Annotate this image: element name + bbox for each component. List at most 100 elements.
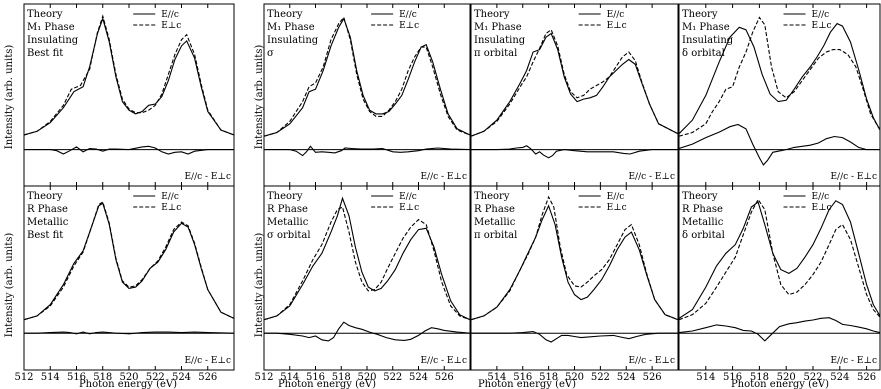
legend-label-perp: E⊥c (812, 203, 832, 213)
panel-label: Insulating (267, 35, 319, 46)
series-e-perp-c (679, 16, 880, 137)
legend-label-perp: E⊥c (607, 203, 627, 213)
legend-label-perp: E⊥c (399, 21, 419, 31)
xlabel-left: Photon energy (eV) (79, 379, 177, 389)
panel-label: Metallic (27, 217, 69, 228)
panel-label: σ (267, 48, 274, 59)
series-e-parallel-c (264, 196, 470, 321)
difference-label: E∕∕c - E⊥c (830, 356, 877, 366)
x-tick-label: 524 (830, 372, 849, 383)
x-tick-label: 520 (565, 372, 584, 383)
x-tick-label: 516 (67, 372, 86, 383)
x-tick-label: 514 (41, 372, 60, 383)
panel-label: Theory (27, 191, 63, 202)
panel-label: R Phase (474, 204, 515, 215)
panel-bottom-2: 514 516 518 520 522 524 526 Theory R Phase Metall… (470, 185, 679, 383)
difference-label: E∕∕c - E⊥c (184, 356, 231, 366)
series-e-perp-c (471, 195, 678, 321)
difference-label: E∕∕c - E⊥c (420, 356, 467, 366)
panel-label: Metallic (474, 217, 516, 228)
x-tick-label: 514 (696, 372, 715, 383)
difference-label: E∕∕c - E⊥c (184, 172, 231, 182)
panel-frame (678, 185, 881, 371)
x-tick-label: 516 (513, 372, 532, 383)
x-tick-label: 512 (14, 372, 33, 383)
panel-label: M₁ Phase (267, 22, 315, 33)
series-difference (471, 145, 678, 159)
series-e-perp-c (264, 16, 470, 137)
series-e-parallel-c (679, 22, 880, 135)
x-tick-label: 522 (383, 372, 402, 383)
xlabel-right1: Photon energy (eV) (478, 379, 576, 389)
panel-label: Theory (682, 191, 718, 202)
series-difference (24, 331, 234, 335)
series-difference (264, 321, 470, 342)
panel-top-1: Theory M₁ Phase Insulating σ E∕∕cE⊥c E∕∕c - E… (263, 3, 471, 187)
x-tick-label: 514 (487, 372, 506, 383)
xlabel-mid: Photon energy (eV) (278, 379, 376, 389)
x-tick-label: 522 (803, 372, 822, 383)
panel-label: R Phase (267, 204, 308, 215)
series-e-parallel-c (24, 16, 234, 136)
x-tick-label: 526 (435, 372, 454, 383)
x-tick-label: 518 (332, 372, 351, 383)
x-tick-label: 518 (750, 372, 769, 383)
legend-label-parallel: E∕∕c (161, 192, 179, 202)
panel-label: π orbital (474, 48, 517, 59)
series-e-parallel-c (679, 200, 880, 319)
series-difference (264, 145, 470, 157)
legend-label-perp: E⊥c (161, 21, 181, 31)
panel-top-2: Theory M₁ Phase Insulating π orbital E∕∕cE⊥c… (470, 3, 679, 187)
x-tick-label: 520 (777, 372, 796, 383)
panel-label: Theory (267, 191, 303, 202)
panel-label: M₁ Phase (682, 22, 730, 33)
x-tick-label: 524 (172, 372, 191, 383)
panel-label: R Phase (682, 204, 723, 215)
series-e-perp-c (679, 198, 880, 321)
x-tick-label: 526 (198, 372, 217, 383)
x-tick-label: 522 (146, 372, 165, 383)
difference-label: E∕∕c - E⊥c (420, 172, 467, 182)
difference-label: E∕∕c - E⊥c (628, 172, 675, 182)
x-tick-label: 520 (119, 372, 138, 383)
ylabel-left: Intensity (arb. units) (4, 45, 15, 150)
series-difference (679, 123, 880, 166)
panel-label: Insulating (682, 35, 734, 46)
legend-label-parallel: E∕∕c (161, 10, 179, 20)
legend-label-perp: E⊥c (161, 203, 181, 213)
xlabel-right2: Photon energy (eV) (731, 379, 829, 389)
panel-label: M₁ Phase (27, 22, 75, 33)
panel-label: Best fit (27, 48, 63, 59)
series-e-parallel-c (264, 17, 470, 137)
panel-label: R Phase (27, 204, 68, 215)
panel-label: δ orbital (682, 230, 725, 241)
series-e-perp-c (24, 201, 234, 321)
x-tick-label: 512 (254, 372, 273, 383)
panel-label: Theory (267, 9, 303, 20)
series-e-parallel-c (471, 204, 678, 321)
x-tick-label: 516 (306, 372, 325, 383)
series-e-perp-c (264, 206, 470, 321)
panel-label: Theory (27, 9, 63, 20)
legend-label-parallel: E∕∕c (399, 192, 417, 202)
panel-label: π orbital (474, 230, 517, 241)
legend-label-parallel: E∕∕c (812, 10, 830, 20)
x-tick-label: 522 (591, 372, 610, 383)
panel-top-0: Theory M₁ Phase Insulating Best fit E∕∕cE⊥c E… (23, 3, 235, 187)
panel-top-3: Theory M₁ Phase Insulating δ orbital E∕∕cE⊥c… (678, 3, 881, 187)
difference-label: E∕∕c - E⊥c (830, 172, 877, 182)
x-tick-label: 526 (643, 372, 662, 383)
panel-label: Metallic (682, 217, 724, 228)
legend-label-parallel: E∕∕c (399, 10, 417, 20)
legend-label-parallel: E∕∕c (812, 192, 830, 202)
panel-label: Theory (474, 191, 510, 202)
series-difference (471, 330, 678, 343)
legend-label-perp: E⊥c (812, 21, 832, 31)
series-difference (24, 145, 234, 155)
legend-label-parallel: E∕∕c (607, 192, 625, 202)
legend-label-perp: E⊥c (399, 203, 419, 213)
panel-bottom-1: 512 514 516 518 520 522 524 526 Theory R Phase Met… (254, 185, 471, 383)
panel-label: Best fit (27, 230, 63, 241)
x-tick-label: 520 (357, 372, 376, 383)
